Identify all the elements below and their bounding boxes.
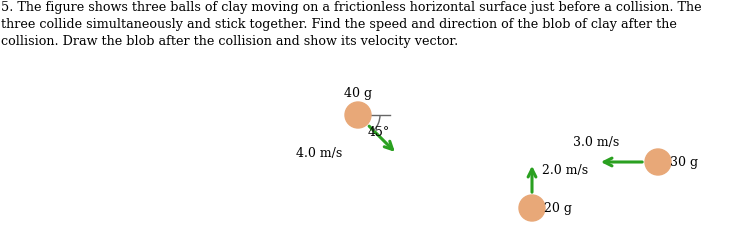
Circle shape [345, 102, 371, 128]
Text: 5. The figure shows three balls of clay moving on a frictionless horizontal surf: 5. The figure shows three balls of clay … [1, 1, 701, 48]
Text: 3.0 m/s: 3.0 m/s [573, 136, 619, 149]
Text: 20 g: 20 g [544, 202, 572, 215]
Text: 45°: 45° [368, 126, 390, 138]
Circle shape [645, 150, 671, 175]
Text: 30 g: 30 g [670, 156, 698, 169]
Circle shape [519, 195, 545, 221]
Text: 2.0 m/s: 2.0 m/s [542, 164, 588, 177]
Text: 4.0 m/s: 4.0 m/s [296, 147, 342, 160]
Text: 40 g: 40 g [344, 87, 372, 100]
